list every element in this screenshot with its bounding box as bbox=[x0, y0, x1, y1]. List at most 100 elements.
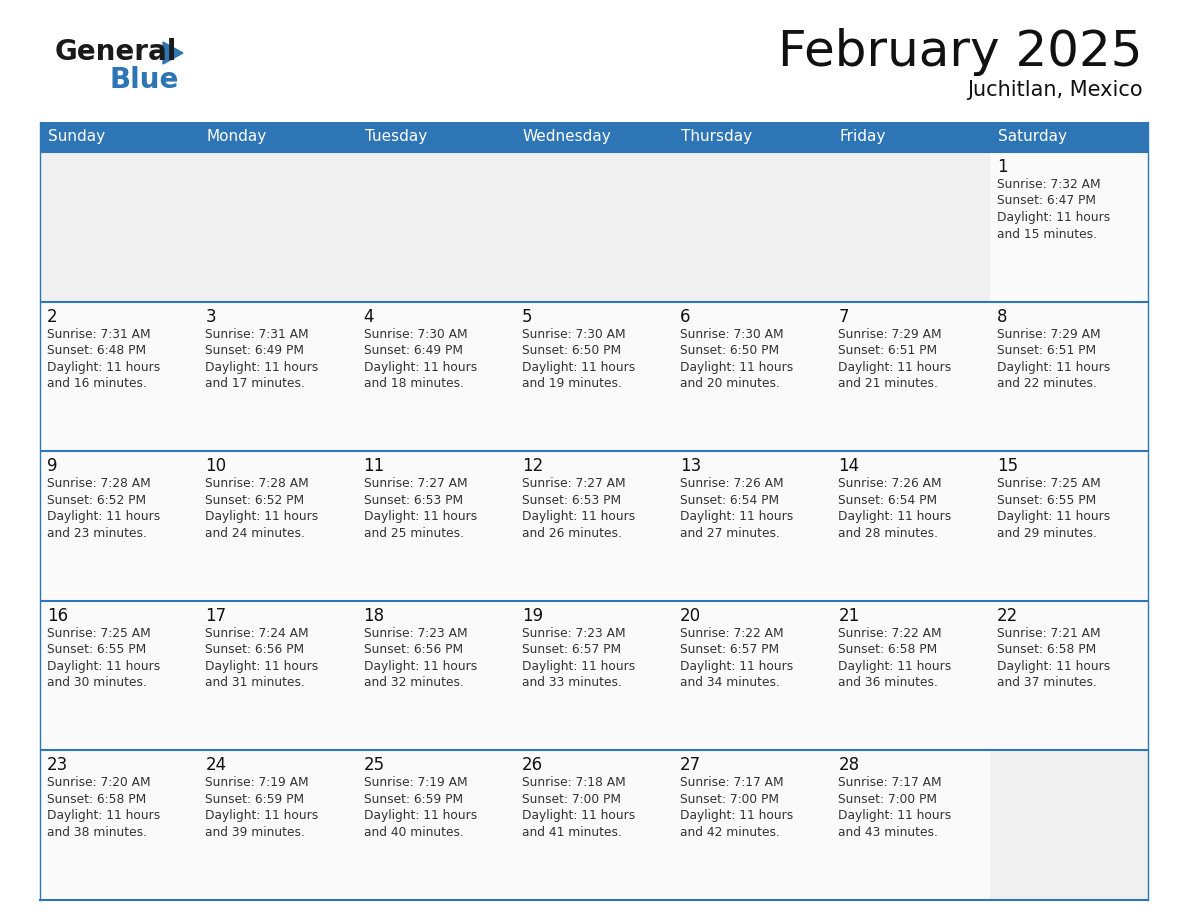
Text: Daylight: 11 hours: Daylight: 11 hours bbox=[206, 660, 318, 673]
Bar bbox=[832, 750, 990, 900]
Text: 14: 14 bbox=[839, 457, 860, 476]
Text: Sunset: 6:57 PM: Sunset: 6:57 PM bbox=[522, 644, 621, 656]
Text: Sunset: 6:59 PM: Sunset: 6:59 PM bbox=[206, 793, 304, 806]
Bar bbox=[40, 750, 198, 900]
Text: Sunrise: 7:30 AM: Sunrise: 7:30 AM bbox=[681, 328, 784, 341]
Text: Daylight: 11 hours: Daylight: 11 hours bbox=[522, 361, 636, 374]
Text: 2: 2 bbox=[48, 308, 58, 326]
Text: Sunrise: 7:21 AM: Sunrise: 7:21 AM bbox=[997, 627, 1100, 640]
Text: Daylight: 11 hours: Daylight: 11 hours bbox=[48, 361, 160, 374]
Text: Daylight: 11 hours: Daylight: 11 hours bbox=[48, 810, 160, 823]
Text: Daylight: 11 hours: Daylight: 11 hours bbox=[681, 660, 794, 673]
Text: 6: 6 bbox=[681, 308, 690, 326]
Text: Sunset: 6:54 PM: Sunset: 6:54 PM bbox=[839, 494, 937, 507]
Text: Sunset: 6:58 PM: Sunset: 6:58 PM bbox=[997, 644, 1097, 656]
Bar bbox=[674, 122, 832, 152]
Text: and 15 minutes.: and 15 minutes. bbox=[997, 228, 1097, 241]
Text: Daylight: 11 hours: Daylight: 11 hours bbox=[997, 660, 1110, 673]
Bar bbox=[356, 452, 514, 600]
Text: Sunrise: 7:30 AM: Sunrise: 7:30 AM bbox=[364, 328, 467, 341]
Text: Sunset: 6:50 PM: Sunset: 6:50 PM bbox=[681, 344, 779, 357]
Text: Sunrise: 7:29 AM: Sunrise: 7:29 AM bbox=[997, 328, 1100, 341]
Text: and 20 minutes.: and 20 minutes. bbox=[681, 377, 781, 390]
Text: Daylight: 11 hours: Daylight: 11 hours bbox=[681, 810, 794, 823]
Bar bbox=[832, 452, 990, 600]
Bar bbox=[356, 750, 514, 900]
Text: 7: 7 bbox=[839, 308, 849, 326]
Text: and 41 minutes.: and 41 minutes. bbox=[522, 826, 621, 839]
Bar bbox=[990, 452, 1148, 600]
Text: Sunrise: 7:25 AM: Sunrise: 7:25 AM bbox=[997, 477, 1100, 490]
Text: and 43 minutes.: and 43 minutes. bbox=[839, 826, 939, 839]
Text: 10: 10 bbox=[206, 457, 227, 476]
Text: Sunset: 7:00 PM: Sunset: 7:00 PM bbox=[681, 793, 779, 806]
Bar bbox=[40, 600, 198, 750]
Text: Sunrise: 7:18 AM: Sunrise: 7:18 AM bbox=[522, 777, 626, 789]
Text: Daylight: 11 hours: Daylight: 11 hours bbox=[522, 510, 636, 523]
Bar bbox=[514, 152, 674, 302]
Text: Sunset: 7:00 PM: Sunset: 7:00 PM bbox=[839, 793, 937, 806]
Text: Sunrise: 7:27 AM: Sunrise: 7:27 AM bbox=[522, 477, 626, 490]
Text: Sunset: 6:56 PM: Sunset: 6:56 PM bbox=[364, 644, 462, 656]
Text: and 18 minutes.: and 18 minutes. bbox=[364, 377, 463, 390]
Text: Sunset: 6:55 PM: Sunset: 6:55 PM bbox=[48, 644, 146, 656]
Bar bbox=[356, 152, 514, 302]
Text: Sunset: 6:51 PM: Sunset: 6:51 PM bbox=[839, 344, 937, 357]
Bar bbox=[990, 750, 1148, 900]
Bar bbox=[990, 152, 1148, 302]
Text: February 2025: February 2025 bbox=[778, 28, 1143, 76]
Bar bbox=[674, 302, 832, 452]
Text: Sunrise: 7:31 AM: Sunrise: 7:31 AM bbox=[48, 328, 151, 341]
Text: Daylight: 11 hours: Daylight: 11 hours bbox=[522, 810, 636, 823]
Text: and 33 minutes.: and 33 minutes. bbox=[522, 677, 621, 689]
Text: Sunrise: 7:17 AM: Sunrise: 7:17 AM bbox=[839, 777, 942, 789]
Text: Blue: Blue bbox=[110, 66, 179, 94]
Bar bbox=[514, 302, 674, 452]
Text: Sunday: Sunday bbox=[48, 129, 105, 144]
Text: Sunrise: 7:22 AM: Sunrise: 7:22 AM bbox=[839, 627, 942, 640]
Text: Sunset: 6:47 PM: Sunset: 6:47 PM bbox=[997, 195, 1095, 207]
Text: Daylight: 11 hours: Daylight: 11 hours bbox=[839, 810, 952, 823]
Text: and 30 minutes.: and 30 minutes. bbox=[48, 677, 147, 689]
Text: 26: 26 bbox=[522, 756, 543, 775]
Text: 4: 4 bbox=[364, 308, 374, 326]
Text: 28: 28 bbox=[839, 756, 860, 775]
Bar bbox=[832, 152, 990, 302]
Text: Sunrise: 7:31 AM: Sunrise: 7:31 AM bbox=[206, 328, 309, 341]
Text: and 31 minutes.: and 31 minutes. bbox=[206, 677, 305, 689]
Text: Daylight: 11 hours: Daylight: 11 hours bbox=[364, 510, 476, 523]
Text: 23: 23 bbox=[48, 756, 68, 775]
Text: Daylight: 11 hours: Daylight: 11 hours bbox=[997, 361, 1110, 374]
Bar bbox=[40, 152, 198, 302]
Text: Daylight: 11 hours: Daylight: 11 hours bbox=[997, 510, 1110, 523]
Polygon shape bbox=[163, 42, 183, 64]
Text: 19: 19 bbox=[522, 607, 543, 625]
Text: Monday: Monday bbox=[207, 129, 266, 144]
Text: Sunset: 6:51 PM: Sunset: 6:51 PM bbox=[997, 344, 1095, 357]
Text: and 26 minutes.: and 26 minutes. bbox=[522, 527, 621, 540]
Text: Sunset: 6:49 PM: Sunset: 6:49 PM bbox=[364, 344, 462, 357]
Text: Daylight: 11 hours: Daylight: 11 hours bbox=[997, 211, 1110, 224]
Bar bbox=[356, 302, 514, 452]
Text: 15: 15 bbox=[997, 457, 1018, 476]
Text: and 32 minutes.: and 32 minutes. bbox=[364, 677, 463, 689]
Text: 16: 16 bbox=[48, 607, 68, 625]
Text: 12: 12 bbox=[522, 457, 543, 476]
Text: Sunset: 6:56 PM: Sunset: 6:56 PM bbox=[206, 644, 304, 656]
Bar bbox=[674, 152, 832, 302]
Text: Sunset: 6:59 PM: Sunset: 6:59 PM bbox=[364, 793, 462, 806]
Bar bbox=[40, 452, 198, 600]
Text: General: General bbox=[55, 38, 177, 66]
Text: Sunrise: 7:32 AM: Sunrise: 7:32 AM bbox=[997, 178, 1100, 191]
Text: Daylight: 11 hours: Daylight: 11 hours bbox=[206, 510, 318, 523]
Text: Sunrise: 7:20 AM: Sunrise: 7:20 AM bbox=[48, 777, 151, 789]
Text: 18: 18 bbox=[364, 607, 385, 625]
Text: Sunrise: 7:28 AM: Sunrise: 7:28 AM bbox=[206, 477, 309, 490]
Bar bbox=[198, 600, 356, 750]
Text: Juchitlan, Mexico: Juchitlan, Mexico bbox=[967, 80, 1143, 100]
Text: Daylight: 11 hours: Daylight: 11 hours bbox=[681, 510, 794, 523]
Text: Sunrise: 7:17 AM: Sunrise: 7:17 AM bbox=[681, 777, 784, 789]
Bar bbox=[990, 302, 1148, 452]
Text: 5: 5 bbox=[522, 308, 532, 326]
Text: Daylight: 11 hours: Daylight: 11 hours bbox=[839, 361, 952, 374]
